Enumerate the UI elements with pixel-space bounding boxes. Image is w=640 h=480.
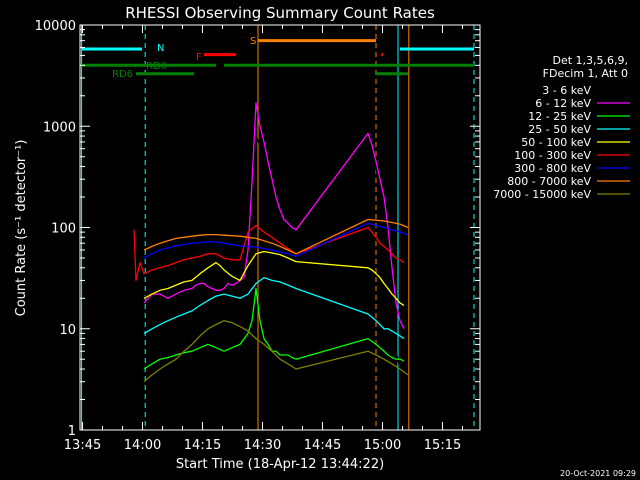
x-tick-label-4: 14:45 [304, 438, 341, 453]
y-tick-label-0: 1 [68, 424, 76, 439]
flag-label-n: N [157, 43, 164, 54]
y-tick-label-4: 10000 [35, 19, 76, 34]
x-axis-label: Start Time (18-Apr-12 13:44:22) [176, 457, 384, 472]
legend-label-7: 800 - 7000 keV [507, 175, 591, 188]
x-tick-label-1: 14:00 [124, 438, 161, 453]
plot-inner [80, 25, 475, 430]
series-line-6 [143, 222, 409, 259]
flag-label-rd0: RD0 [146, 61, 167, 72]
series-line-5 [133, 224, 405, 282]
series-line-7 [143, 218, 409, 255]
legend-label-2: 12 - 25 keV [528, 110, 591, 123]
legend-label-1: 6 - 12 keV [535, 97, 591, 110]
legend-label-6: 300 - 800 keV [514, 162, 591, 175]
series-line-3 [143, 276, 405, 340]
axes: 13:45 14:00 14:15 14:30 14:45 15:00 15:15 1 10 10… [35, 19, 481, 453]
legend-label-5: 100 - 300 keV [514, 149, 591, 162]
y-tick-label-3: 1000 [43, 120, 76, 135]
x-tick-label-3: 14:30 [244, 438, 281, 453]
timestamp: 20-Oct-2021 09:29 [560, 469, 636, 478]
x-tick-label-2: 14:15 [184, 438, 221, 453]
flag-label-rd6: RD6 [112, 69, 133, 80]
flag-label-s: S [250, 36, 256, 47]
legend-label-3: 25 - 50 keV [528, 123, 591, 136]
legend-label-8: 7000 - 15000 keV [493, 188, 591, 201]
plot-area: N S F RD0 RD6 [80, 25, 475, 430]
y-axis-label: Count Rate (s⁻¹ detector⁻¹) [14, 140, 29, 317]
legend-label-0: 3 - 6 keV [542, 84, 591, 97]
x-tick-label-5: 15:00 [364, 438, 401, 453]
y-tick-label-2: 100 [51, 222, 76, 237]
legend-label-4: 50 - 100 keV [521, 136, 591, 149]
x-tick-label-6: 15:15 [424, 438, 461, 453]
legend-header-line-0: Det 1,3,5,6,9, [552, 54, 628, 67]
legend-header: Det 1,3,5,6,9,FDecim 1, Att 0 [543, 54, 628, 80]
series-line-1 [143, 102, 405, 330]
chart-title: RHESSI Observing Summary Count Rates [125, 4, 435, 22]
series-line-2 [143, 287, 405, 370]
series-line-8 [143, 320, 409, 383]
x-tick-label-0: 13:45 [64, 438, 101, 453]
flag-label-f: F [196, 52, 202, 63]
legend-header-line-1: FDecim 1, Att 0 [543, 67, 628, 80]
y-tick-label-1: 10 [59, 323, 76, 338]
series-line-4 [143, 250, 405, 306]
